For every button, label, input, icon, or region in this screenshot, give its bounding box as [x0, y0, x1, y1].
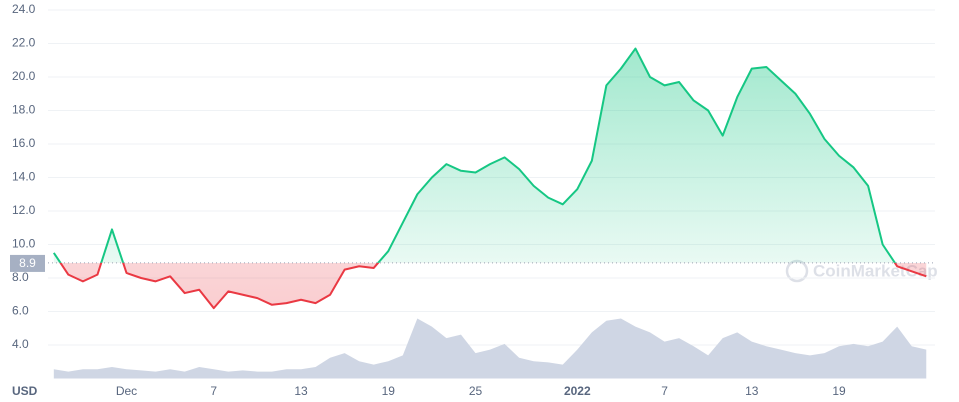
baseline-label-box: [10, 254, 45, 272]
x-tick-label: 19: [832, 384, 846, 398]
y-tick-label: 18.0: [12, 103, 36, 117]
y-tick-label: 8.0: [12, 270, 29, 284]
y-tick-label: 24.0: [12, 2, 36, 16]
x-tick-label: 7: [661, 384, 668, 398]
y-tick-label: 14.0: [12, 170, 36, 184]
y-tick-label: 12.0: [12, 203, 36, 217]
y-tick-label: 6.0: [12, 304, 29, 318]
y-tick-label: 16.0: [12, 136, 36, 150]
volume-area: [53, 318, 927, 379]
x-tick-label: 25: [469, 384, 483, 398]
y-tick-label: 22.0: [12, 36, 36, 50]
x-tick-label: Dec: [116, 384, 137, 398]
area-down: [53, 262, 927, 309]
x-tick-label: 2022: [564, 384, 591, 398]
area-up: [53, 48, 895, 263]
x-tick-label: 13: [294, 384, 308, 398]
x-tick-label: 19: [382, 384, 396, 398]
baseline-label: 8.9: [19, 256, 36, 270]
x-tick-label: 13: [745, 384, 759, 398]
y-tick-label: 10.0: [12, 237, 36, 251]
unit-label: USD: [12, 384, 38, 398]
x-tick-label: 7: [210, 384, 217, 398]
price-line-down: [59, 262, 927, 310]
y-tick-label: 20.0: [12, 69, 36, 83]
y-tick-label: 4.0: [12, 337, 29, 351]
price-line-up: [52, 47, 897, 263]
